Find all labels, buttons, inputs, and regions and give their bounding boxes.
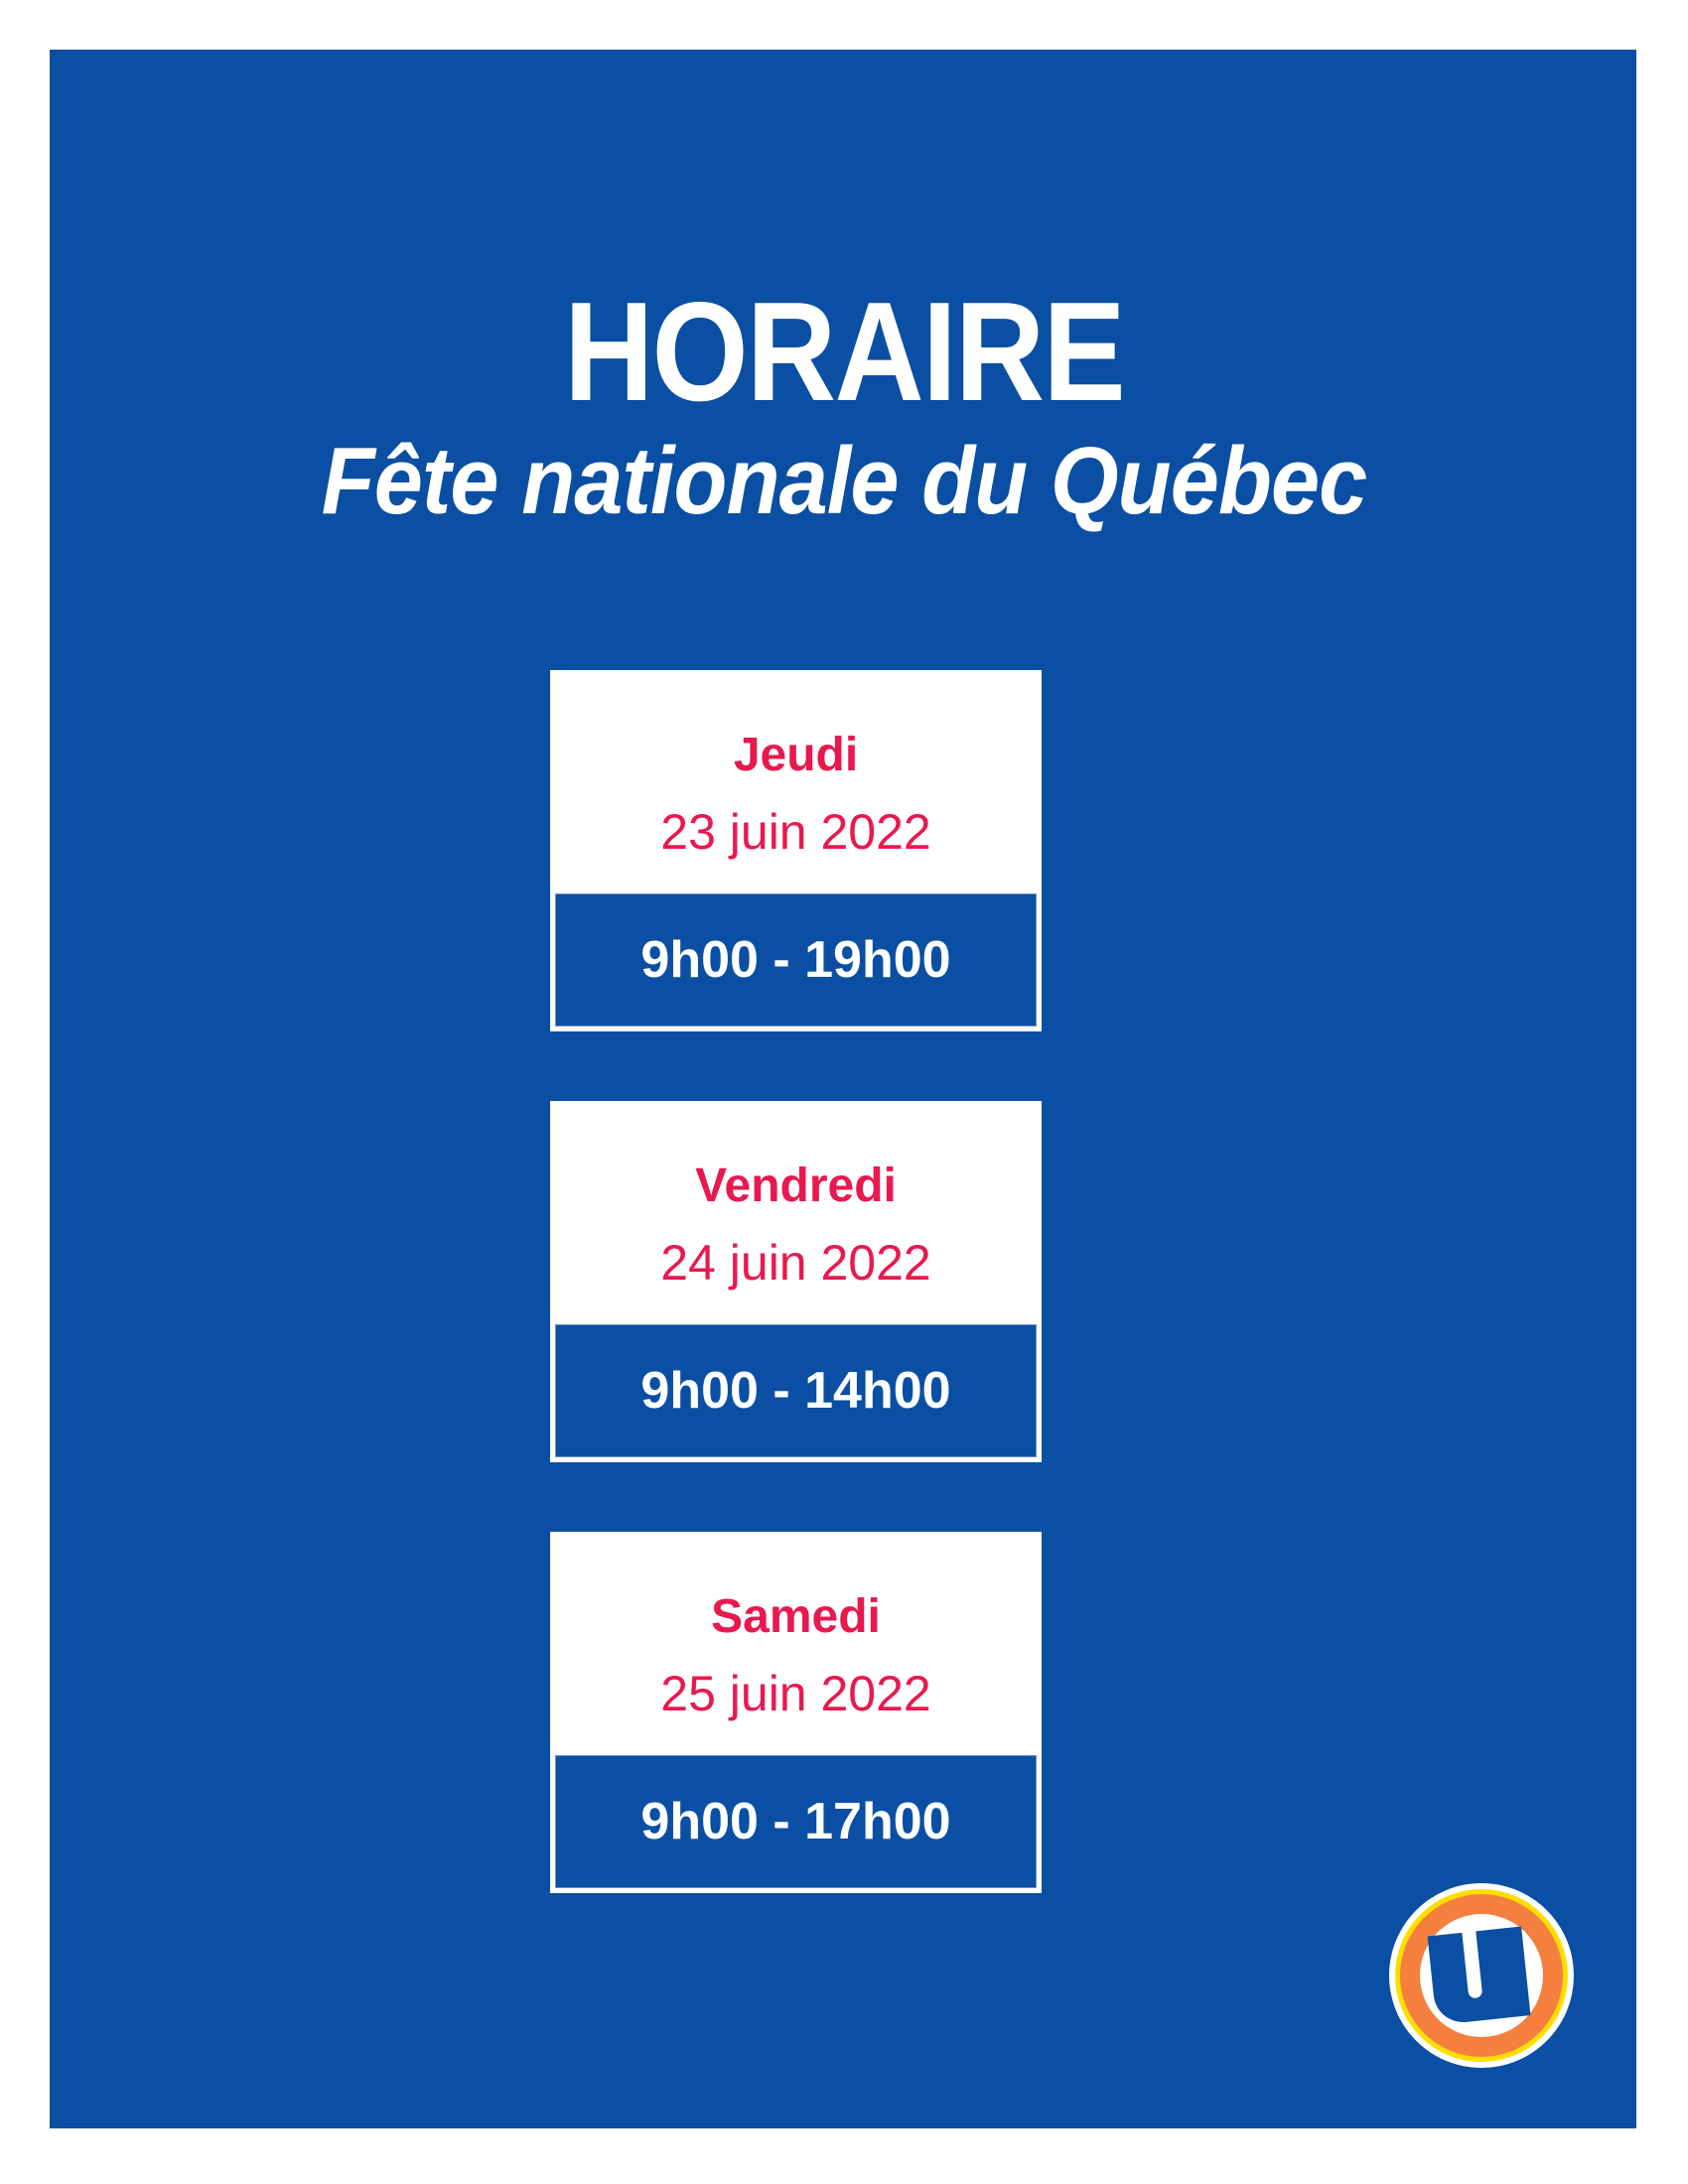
schedule-card-thursday: Jeudi 23 juin 2022 9h00 - 19h00 [550,670,1042,1031]
date-label: 23 juin 2022 [660,804,931,860]
day-label: Jeudi [733,729,859,781]
schedule-card-friday: Vendredi 24 juin 2022 9h00 - 14h00 [550,1101,1042,1462]
day-label: Samedi [711,1590,881,1643]
hours-label: 9h00 - 19h00 [555,893,1037,1026]
date-label: 25 juin 2022 [660,1666,931,1721]
hours-label: 9h00 - 17h00 [555,1755,1037,1888]
day-label: Vendredi [695,1160,897,1212]
page-title: HORAIRE [564,273,1126,431]
date-label: 24 juin 2022 [660,1235,931,1291]
hours-label: 9h00 - 14h00 [555,1324,1037,1457]
schedule-card-saturday: Samedi 25 juin 2022 9h00 - 17h00 [550,1532,1042,1893]
page-subtitle: Fête nationale du Québec [321,428,1368,534]
u-logo-icon [1387,1881,1576,2075]
